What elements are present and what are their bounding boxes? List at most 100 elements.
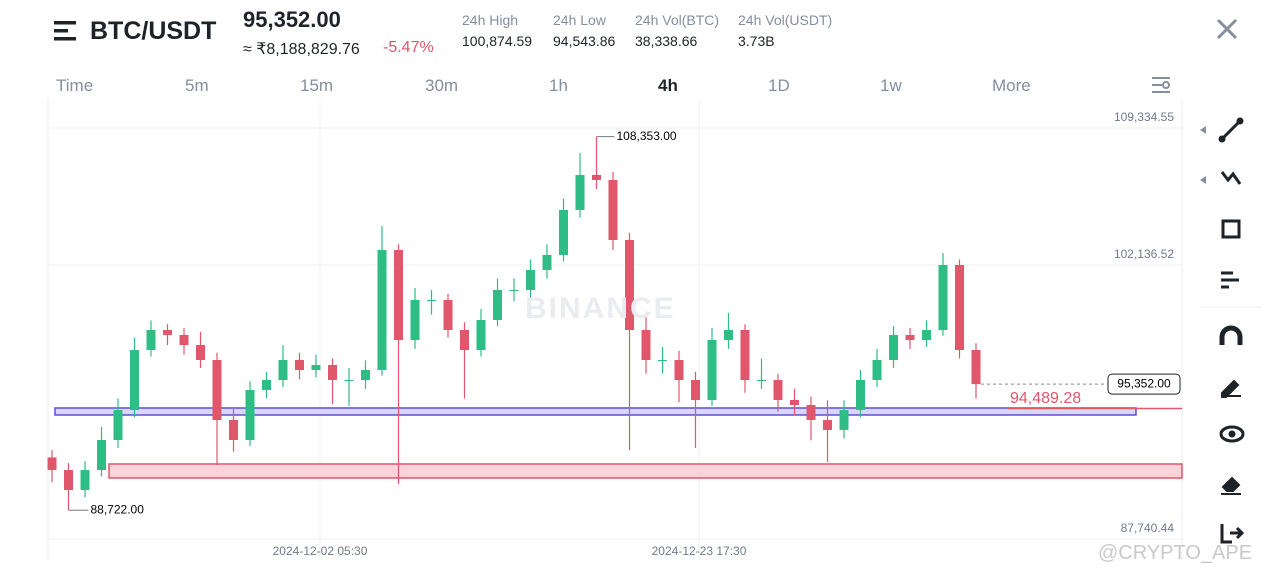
candle-body: [47, 457, 57, 470]
candle-body: [278, 359, 288, 380]
candle-body: [526, 269, 535, 290]
candle-body: [724, 329, 733, 340]
close-glyph: [1216, 18, 1238, 40]
tab[interactable]: 5m: [185, 76, 209, 95]
candle-body: [394, 249, 403, 340]
candle-body: [823, 419, 832, 430]
y-tick-label: 102,136.52: [1114, 247, 1174, 261]
toolbar: [1200, 117, 1262, 544]
candle-body: [856, 379, 865, 410]
line-tool[interactable]: [1220, 119, 1242, 141]
candle-body: [608, 179, 618, 240]
candle-body: [658, 359, 667, 361]
candle-body: [245, 389, 255, 440]
candle-body: [691, 379, 700, 400]
candle-body: [922, 329, 931, 340]
candle-body: [509, 289, 519, 291]
shape-tool[interactable]: [1221, 219, 1241, 239]
candle-body: [757, 379, 766, 381]
stat-value: 100,874.59: [462, 33, 533, 49]
last-price-box: [1107, 373, 1181, 395]
candle-body: [625, 239, 634, 330]
candle-body: [872, 359, 882, 380]
candle-body: [262, 379, 271, 390]
tab[interactable]: 4h: [658, 76, 678, 95]
text-tool[interactable]: [1221, 271, 1239, 289]
candle-body: [361, 369, 370, 380]
tab[interactable]: More: [992, 76, 1031, 95]
expand-arrow[interactable]: [1200, 176, 1206, 184]
candle-body: [427, 299, 436, 301]
menu-icon[interactable]: [52, 18, 78, 49]
stat-value: 94,543.86: [553, 33, 616, 49]
candle-body: [707, 339, 717, 400]
tab[interactable]: 30m: [425, 76, 459, 95]
x-tick-label: 2024-12-02 05:30: [273, 544, 368, 558]
candle-body: [575, 174, 585, 210]
magnet-tool[interactable]: [1219, 325, 1243, 345]
candle-body: [559, 209, 568, 255]
candle-body: [740, 329, 750, 380]
candle-body: [212, 359, 222, 420]
zone: [54, 407, 1137, 416]
low-marker-label: 88,722.00: [91, 502, 145, 516]
candle-body: [443, 299, 453, 330]
candle-body: [97, 439, 106, 470]
stat-label: 24h High: [462, 12, 519, 28]
candle-body: [674, 359, 684, 380]
candle-body: [905, 334, 915, 340]
expand-arrow[interactable]: [1200, 126, 1206, 134]
candle-body: [80, 469, 90, 490]
line-tool-end: [1236, 117, 1244, 125]
candle-body: [410, 299, 420, 340]
candle-body: [377, 249, 387, 370]
candle-body: [955, 264, 964, 350]
candle-body: [773, 379, 783, 400]
change: -5.47%: [383, 39, 434, 56]
candle-body: [295, 359, 304, 370]
zone: [108, 463, 1183, 479]
candle-body: [344, 379, 354, 381]
candle-body: [806, 404, 816, 420]
candle-body: [196, 344, 205, 360]
menu-glyph: [54, 21, 76, 41]
settings-icon[interactable]: [1150, 74, 1172, 101]
y-tick-label: 87,740.44: [1121, 521, 1175, 535]
candle-body: [179, 334, 189, 345]
candle-body: [130, 349, 139, 410]
stat-value: 38,338.66: [635, 33, 698, 49]
candle-body: [163, 329, 172, 335]
tab[interactable]: 15m: [300, 76, 334, 95]
candle-body: [592, 174, 601, 180]
tab[interactable]: 1w: [880, 76, 902, 95]
stat-label: 24h Vol(USDT): [738, 12, 833, 28]
candle-body: [542, 254, 552, 270]
exit-tool[interactable]: [1220, 524, 1245, 544]
candle-body: [460, 329, 469, 350]
candle-body: [641, 329, 651, 360]
candle-body: [971, 349, 981, 385]
stat-label: 24h Vol(BTC): [635, 12, 720, 28]
fib-tool[interactable]: [1220, 171, 1242, 185]
draw-tool[interactable]: [1221, 379, 1241, 398]
tab[interactable]: Time: [56, 76, 94, 95]
settings-glyph: [1152, 77, 1170, 93]
tab[interactable]: 1D: [768, 76, 790, 95]
candle-body: [146, 329, 156, 350]
visibility-tool[interactable]: [1219, 425, 1245, 443]
credit: @CRYPTO_APE: [1098, 542, 1253, 564]
x-tick-label: 2024-12-23 17:30: [652, 544, 747, 558]
drawn-line-label: 94,489.28: [1010, 390, 1081, 407]
visibility-pupil: [1228, 430, 1236, 438]
pair: BTC/USDT: [90, 17, 217, 45]
eraser-tool[interactable]: [1221, 476, 1241, 495]
fiat-price: ≈ ₹8,188,829.76: [243, 41, 360, 58]
stat-value: 3.73B: [738, 33, 775, 49]
close-button[interactable]: [1214, 16, 1240, 47]
candle-body: [328, 364, 337, 380]
candle-body: [476, 319, 486, 350]
candle-body: [64, 469, 73, 490]
tab[interactable]: 1h: [549, 76, 568, 95]
last-price-label: 95,352.00: [1117, 376, 1171, 390]
